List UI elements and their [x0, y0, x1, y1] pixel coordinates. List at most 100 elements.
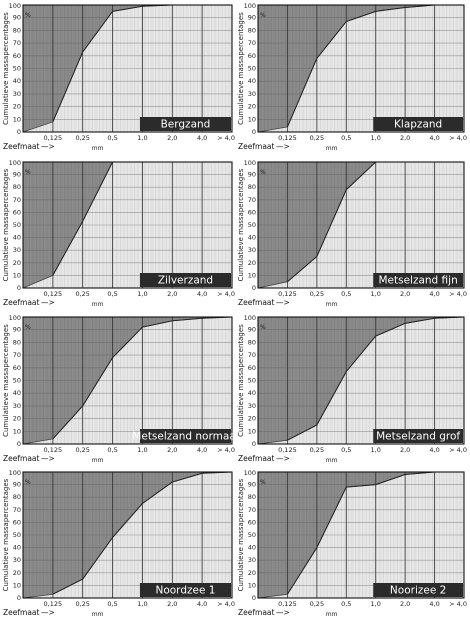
y-tick-label: 10	[13, 271, 21, 279]
x-axis-label: Zeefmaat	[3, 454, 40, 463]
y-tick-label: 10	[13, 427, 21, 435]
y-tick-label: 20	[248, 415, 256, 423]
y-tick-label: 90	[13, 326, 21, 334]
y-tick-label: 40	[248, 544, 256, 552]
x-tick-label: 0,5	[107, 134, 117, 142]
x-tick-label: 1,0	[371, 600, 381, 608]
y-tick-label: 90	[13, 481, 21, 489]
y-tick-label: 60	[13, 364, 21, 372]
y-tick-label: 70	[248, 196, 256, 204]
y-axis-label: Cumulatieve massapercentages	[2, 324, 10, 437]
x-unit-label: mm	[92, 611, 104, 618]
y-unit-label: %	[25, 479, 31, 486]
y-tick-label: 50	[13, 65, 21, 73]
y-tick-label: 30	[248, 246, 256, 254]
y-unit-label: %	[25, 12, 31, 19]
y-tick-label: 70	[13, 196, 21, 204]
y-axis-label: Cumulatieve massapercentages	[237, 478, 245, 591]
x-tick-label: 1,0	[137, 600, 147, 608]
sample-badge-label: Metselzand normaal	[132, 431, 238, 443]
y-tick-label: 50	[248, 221, 256, 229]
y-axis-label: Cumulatieve massapercentages	[237, 168, 245, 281]
y-tick-label: 60	[248, 208, 256, 216]
x-tick-label: 0,125	[278, 600, 297, 608]
x-axis-arrow: —>	[276, 142, 290, 151]
y-tick-label: 100	[244, 469, 256, 477]
y-tick-label: 0	[17, 440, 21, 448]
y-tick-label: 40	[248, 77, 256, 85]
x-tick-label: > 4,0	[449, 446, 467, 454]
y-tick-label: 80	[13, 183, 21, 191]
y-tick-label: 60	[13, 52, 21, 60]
y-tick-label: 100	[9, 159, 21, 167]
sample-badge	[139, 429, 231, 443]
y-unit-label: %	[25, 324, 31, 331]
x-axis-label: Zeefmaat	[3, 298, 40, 307]
y-tick-label: 30	[248, 556, 256, 564]
chart-3: 0 10 20 30 40 50 60 70 80 90 100% Cumulatieve massa…	[2, 159, 235, 308]
x-tick-label: 0,25	[75, 600, 89, 608]
chart-2: 0 10 20 30 40 50 60 70 80 90 100% Cumulatieve massa…	[237, 2, 467, 152]
x-axis-arrow: —>	[41, 142, 55, 151]
x-axis-arrow: —>	[41, 454, 55, 463]
y-tick-label: 100	[9, 2, 21, 10]
y-tick-label: 20	[13, 569, 21, 577]
x-tick-label: > 4,0	[217, 600, 235, 608]
y-tick-label: 100	[244, 314, 256, 322]
x-axis-label: Zeefmaat	[238, 454, 275, 463]
y-tick-label: 40	[13, 234, 21, 242]
y-tick-label: 90	[248, 14, 256, 22]
x-axis-arrow: —>	[276, 608, 290, 617]
x-tick-label: 4,0	[197, 446, 207, 454]
plot-frame	[22, 316, 233, 445]
y-tick-label: 20	[248, 103, 256, 111]
y-tick-label: 80	[248, 26, 256, 34]
y-tick-label: 10	[248, 427, 256, 435]
x-tick-label: > 4,0	[449, 290, 467, 298]
y-tick-label: 90	[13, 14, 21, 22]
y-tick-label: 60	[248, 364, 256, 372]
x-tick-label: 0,125	[44, 134, 63, 142]
y-tick-label: 50	[248, 531, 256, 539]
x-tick-label: 0,125	[44, 290, 63, 298]
y-tick-label: 80	[13, 493, 21, 501]
sample-badge-label: Noorizee 2	[390, 585, 446, 597]
x-tick-label: 1,0	[137, 446, 147, 454]
y-tick-label: 60	[13, 518, 21, 526]
x-tick-label: 1,0	[371, 290, 381, 298]
y-tick-label: 0	[252, 284, 256, 292]
x-tick-label: 0,125	[278, 290, 297, 298]
y-tick-label: 30	[13, 246, 21, 254]
y-tick-label: 30	[248, 90, 256, 98]
x-tick-label: 4,0	[197, 134, 207, 142]
chart-8: 0 10 20 30 40 50 60 70 80 90 100% Cumulatieve massa…	[237, 469, 467, 618]
chart-1: 0 10 20 30 40 50 60 70 80 90 100% Cumulatieve massa…	[2, 2, 235, 152]
x-tick-label: 0,25	[310, 290, 324, 298]
x-tick-label: 0,125	[44, 446, 63, 454]
y-tick-label: 30	[13, 90, 21, 98]
y-axis-label: Cumulatieve massapercentages	[2, 12, 10, 125]
y-tick-label: 0	[252, 440, 256, 448]
y-tick-label: 10	[248, 581, 256, 589]
x-tick-label: 4,0	[429, 600, 439, 608]
plot-frame	[257, 471, 465, 599]
x-unit-label: mm	[326, 145, 338, 152]
y-tick-label: 10	[13, 581, 21, 589]
y-tick-label: 10	[13, 115, 21, 123]
y-axis-label: Cumulatieve massapercentages	[2, 168, 10, 281]
x-tick-label: 4,0	[429, 446, 439, 454]
x-tick-label: 0,5	[341, 600, 351, 608]
sample-badge	[139, 117, 231, 131]
x-tick-label: 0,5	[107, 290, 117, 298]
y-axis-label: Cumulatieve massapercentages	[237, 324, 245, 437]
x-tick-label: 0,25	[310, 600, 324, 608]
grading-curve	[52, 316, 233, 440]
x-tick-label: 4,0	[197, 290, 207, 298]
y-tick-label: 90	[248, 171, 256, 179]
x-tick-label: 4,0	[197, 600, 207, 608]
y-unit-label: %	[260, 479, 266, 486]
y-tick-label: 50	[13, 531, 21, 539]
plot-frame	[257, 316, 465, 445]
y-tick-label: 80	[248, 338, 256, 346]
